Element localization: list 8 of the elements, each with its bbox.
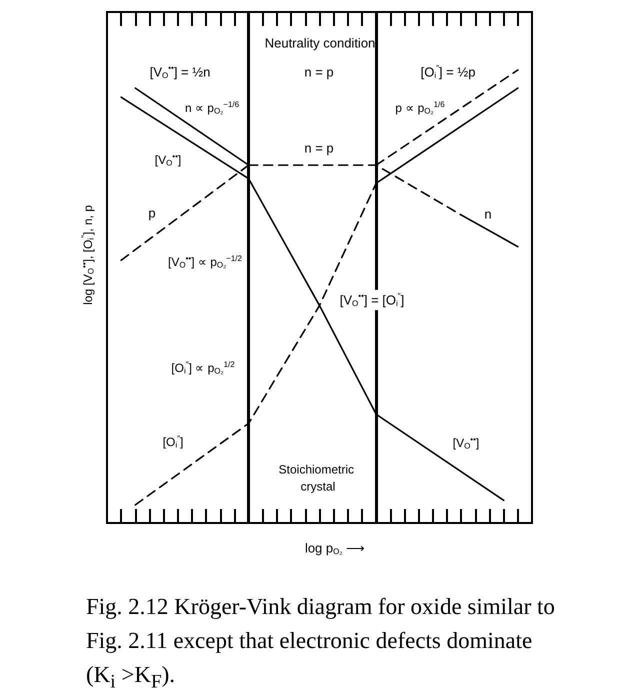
y-axis-title: log [VO••], [Oi″], n, p bbox=[80, 204, 96, 305]
annotation: Stoichiometric crystal bbox=[278, 462, 358, 494]
annotation: n = p bbox=[304, 140, 334, 156]
annotation: p bbox=[148, 206, 156, 220]
annotation: n = p bbox=[304, 64, 334, 80]
annotation: n bbox=[484, 206, 492, 222]
text: Neutrality condition bbox=[264, 36, 376, 50]
caption: Fig. 2.12 Kröger-Vink diagram for oxide similar to Fig. 2.11 except that electronic defects dominate (K$_{i}$ >K$_{F}$). bbox=[86, 593, 556, 695]
